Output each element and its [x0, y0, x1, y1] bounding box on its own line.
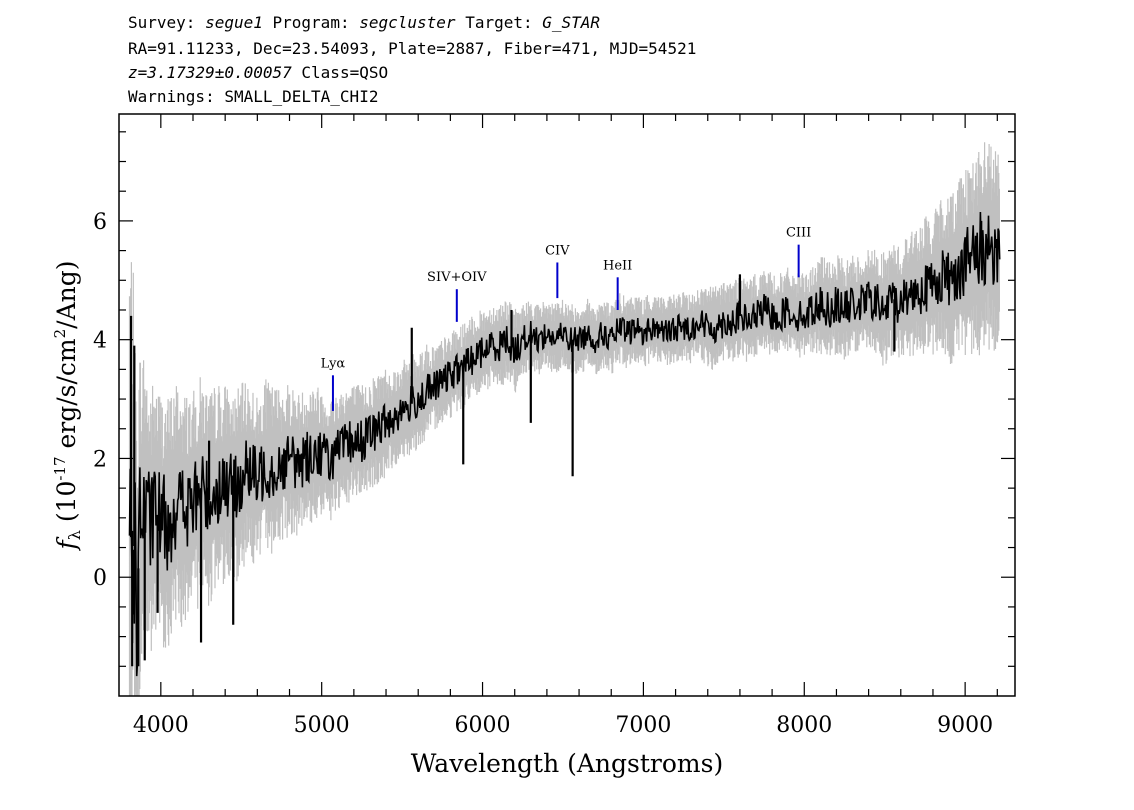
- y-axis-title: fλ (10-17 erg/s/cm2/Ang): [51, 260, 84, 551]
- y-tick-label: 2: [93, 447, 107, 472]
- emission-line-label: CIV: [545, 243, 570, 258]
- redshift-value: z=3.17329±0.00057: [128, 63, 292, 82]
- x-axis-title: Wavelength (Angstroms): [411, 749, 723, 778]
- emission-lines-layer: Lyα SIV+OIV CIV HeII CIII: [321, 226, 811, 411]
- x-tick-label: 6000: [455, 713, 511, 738]
- error-band: [128, 142, 1000, 696]
- program-label: Program:: [272, 13, 350, 32]
- header-line-3: z=3.17329±0.00057 Class=QSO: [128, 64, 388, 82]
- y-tick-label: 4: [93, 329, 107, 354]
- program-value: segcluster: [359, 13, 456, 32]
- x-tick-label: 4000: [133, 713, 189, 738]
- y-tick-label: 0: [93, 566, 107, 591]
- header-line-1: Survey: segue1 Program: segcluster Targe…: [128, 14, 600, 32]
- emission-line-label: SIV+OIV: [427, 270, 487, 285]
- header-line-2: RA=91.11233, Dec=23.54093, Plate=2887, F…: [128, 39, 697, 58]
- x-tick-label: 7000: [615, 713, 671, 738]
- header-line-4: Warnings: SMALL_DELTA_CHI2: [128, 87, 379, 106]
- emission-line-label: HeII: [603, 258, 632, 273]
- x-tick-label: 8000: [776, 713, 832, 738]
- plot-frame: [118, 113, 1016, 697]
- y-tick-label: 6: [93, 210, 107, 235]
- class-value: Class=QSO: [301, 63, 389, 82]
- target-value: G_STAR: [542, 13, 601, 32]
- x-tick-label: 9000: [937, 713, 993, 738]
- emission-line-label: CIII: [786, 226, 811, 241]
- ticks-layer: 4000 5000 6000 7000 8000 9000 0 2 4 6: [93, 114, 1015, 738]
- target-label: Target:: [465, 13, 533, 32]
- emission-line-label: Lyα: [321, 356, 346, 371]
- survey-value: segue1: [205, 13, 263, 32]
- error-band-layer: [128, 142, 1000, 696]
- flux-layer: [128, 211, 1001, 677]
- survey-label: Survey:: [128, 13, 196, 32]
- x-tick-label: 5000: [294, 713, 350, 738]
- flux-line: [128, 211, 1001, 677]
